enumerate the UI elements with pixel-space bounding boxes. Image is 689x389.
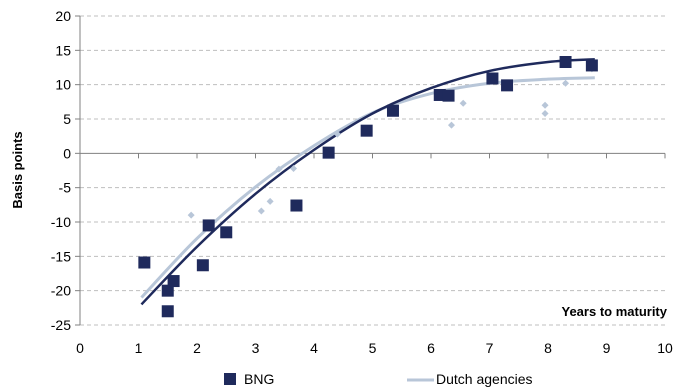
y-tick-label: -10 [51,214,71,230]
data-point-bng [486,72,499,85]
data-point-bng [386,104,399,117]
data-point-bng [559,56,572,69]
data-point-bng [322,146,335,159]
x-axis-title: Years to maturity [562,304,668,319]
data-point-bng [585,59,598,72]
trend-lines [140,58,595,306]
y-tick-label: 20 [55,8,71,24]
x-tick-label: 3 [252,340,260,356]
data-point-dutch-agencies [275,165,283,173]
data-point-bng [501,79,514,92]
data-point-bng [360,124,373,137]
axes [75,15,666,326]
data-point-dutch-agencies [266,197,274,205]
x-tick-label: 10 [657,340,673,356]
y-tick-label: -20 [51,283,71,299]
x-tick-label: 6 [427,340,435,356]
y-tick-label: 5 [63,111,71,127]
legend-marker-bng [224,373,236,385]
data-point-bng [202,219,215,232]
data-point-dutch-agencies [333,130,341,138]
x-tick-label: 5 [369,340,377,356]
x-tick-labels: 0 1 2 3 4 5 6 7 8 9 10 [76,340,673,356]
data-point-bng [161,284,174,297]
data-point-bng [220,226,233,239]
x-tick-label: 9 [603,340,611,356]
y-tick-label: 15 [55,42,71,58]
x-tick-label: 7 [486,340,494,356]
data-point-dutch-agencies [290,164,298,172]
x-tick-label: 2 [193,340,201,356]
y-tick-labels: 20 15 10 5 0 -5 -10 -15 -20 -25 [51,8,71,333]
x-tick-label: 0 [76,340,84,356]
data-point-bng [167,275,180,288]
data-point-bng [138,256,151,269]
data-points [138,56,598,318]
data-point-bng [442,89,455,102]
y-tick-label: -25 [51,317,71,333]
legend-label-dutch-agencies: Dutch agencies [436,371,533,387]
x-tick-label: 8 [544,340,552,356]
y-tick-label: -15 [51,248,71,264]
data-point-dutch-agencies [562,79,570,87]
x-tick-label: 1 [135,340,143,356]
legend: BNG Dutch agencies [224,371,533,387]
data-point-dutch-agencies [447,121,455,129]
data-point-dutch-agencies [257,207,265,215]
y-tick-label: 0 [63,145,71,161]
data-point-dutch-agencies [187,211,195,219]
legend-label-bng: BNG [244,371,274,387]
data-point-bng [161,305,174,318]
data-point-dutch-agencies [541,110,549,118]
data-point-dutch-agencies [541,101,549,109]
y-tick-label: -5 [59,180,72,196]
y-axis-title: Basis points [10,131,25,208]
trend-line-bng [140,58,595,306]
y-tick-label: 10 [55,77,71,93]
x-tick-label: 4 [310,340,318,356]
data-point-bng [290,199,303,212]
data-point-dutch-agencies [459,99,467,107]
data-point-bng [196,259,209,272]
